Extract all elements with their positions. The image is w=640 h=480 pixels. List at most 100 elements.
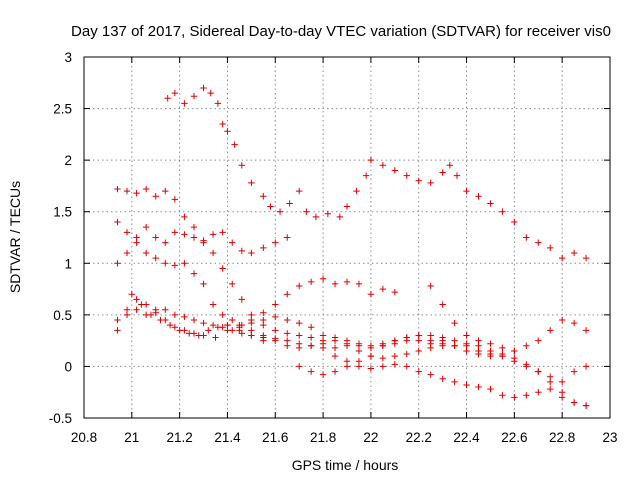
data-point — [123, 229, 131, 236]
data-point — [171, 262, 179, 269]
data-point — [367, 291, 375, 298]
data-point — [547, 244, 554, 252]
data-point — [463, 340, 470, 347]
data-point — [238, 296, 245, 303]
data-point — [367, 344, 375, 352]
data-point — [415, 177, 422, 184]
data-point — [451, 342, 458, 349]
data-point — [558, 316, 566, 324]
data-point — [272, 335, 279, 342]
data-point — [209, 231, 217, 238]
data-point — [152, 306, 159, 313]
data-point — [162, 187, 169, 195]
data-point — [114, 327, 121, 334]
data-point — [379, 342, 387, 349]
data-point — [133, 239, 140, 246]
data-point — [114, 185, 121, 193]
data-point — [403, 172, 410, 179]
data-point — [295, 363, 303, 370]
data-point — [214, 100, 222, 107]
data-point — [152, 193, 159, 200]
data-point — [319, 344, 327, 352]
data-point — [511, 218, 518, 226]
x-tick-label: 21 — [124, 430, 139, 445]
data-point — [451, 378, 458, 386]
data-point — [162, 260, 169, 267]
data-point — [219, 311, 226, 319]
data-point — [343, 278, 351, 286]
data-point — [362, 172, 370, 179]
data-point — [355, 358, 363, 365]
x-tick-label: 20.8 — [71, 430, 97, 445]
data-point — [582, 363, 590, 370]
data-point — [343, 363, 351, 370]
data-point — [499, 350, 506, 358]
data-point — [209, 321, 217, 329]
data-point — [295, 319, 303, 327]
data-point — [391, 288, 399, 296]
data-point — [224, 321, 231, 329]
data-point — [284, 316, 291, 324]
data-point — [415, 337, 422, 344]
data-point — [209, 249, 217, 257]
data-point — [307, 342, 315, 349]
data-point — [391, 352, 399, 360]
y-tick-label: 1 — [64, 256, 72, 271]
data-point — [238, 162, 245, 169]
data-point — [195, 332, 202, 339]
data-point — [190, 316, 198, 324]
data-point — [162, 306, 169, 313]
data-point — [248, 316, 255, 324]
x-tick-label: 21.6 — [262, 430, 288, 445]
data-point — [114, 218, 121, 226]
data-point — [205, 327, 212, 334]
data-point — [284, 291, 291, 298]
data-point — [307, 334, 315, 341]
data-point — [367, 156, 375, 164]
series-track-9 — [114, 296, 518, 360]
data-point — [295, 282, 303, 290]
x-tick-label: 21.2 — [166, 430, 192, 445]
data-point — [181, 313, 188, 321]
data-point — [128, 291, 136, 298]
data-point — [200, 319, 207, 327]
data-point — [238, 247, 245, 255]
data-point — [123, 306, 131, 313]
data-point — [324, 210, 332, 217]
data-point — [427, 282, 434, 290]
data-point — [286, 200, 293, 207]
data-point — [212, 334, 219, 341]
data-point — [446, 162, 454, 169]
chart-title: Day 137 of 2017, Sidereal Day-to-day VTE… — [71, 23, 611, 40]
data-point — [200, 84, 207, 92]
data-point — [558, 378, 566, 386]
data-point — [582, 402, 590, 409]
data-point — [190, 270, 198, 277]
data-point — [209, 301, 217, 308]
data-point — [303, 208, 310, 215]
data-point — [475, 193, 482, 200]
data-point — [142, 249, 150, 257]
data-point — [451, 319, 458, 327]
data-point — [171, 324, 179, 331]
data-point — [427, 179, 434, 187]
data-point — [570, 399, 578, 406]
data-point — [214, 324, 222, 331]
data-point — [319, 337, 327, 344]
data-point — [312, 213, 320, 221]
data-point — [379, 285, 387, 293]
data-point — [219, 265, 226, 272]
data-point — [260, 309, 267, 316]
data-point — [353, 187, 360, 195]
data-point — [133, 296, 140, 303]
x-tick-label: 22.4 — [453, 430, 480, 445]
data-point — [463, 187, 470, 195]
data-point — [403, 350, 410, 358]
series-track-6 — [114, 306, 590, 409]
data-point — [535, 337, 542, 344]
data-point — [343, 340, 351, 347]
data-point — [190, 234, 198, 241]
data-point — [331, 280, 339, 288]
data-point — [181, 100, 188, 107]
data-point — [200, 239, 207, 246]
